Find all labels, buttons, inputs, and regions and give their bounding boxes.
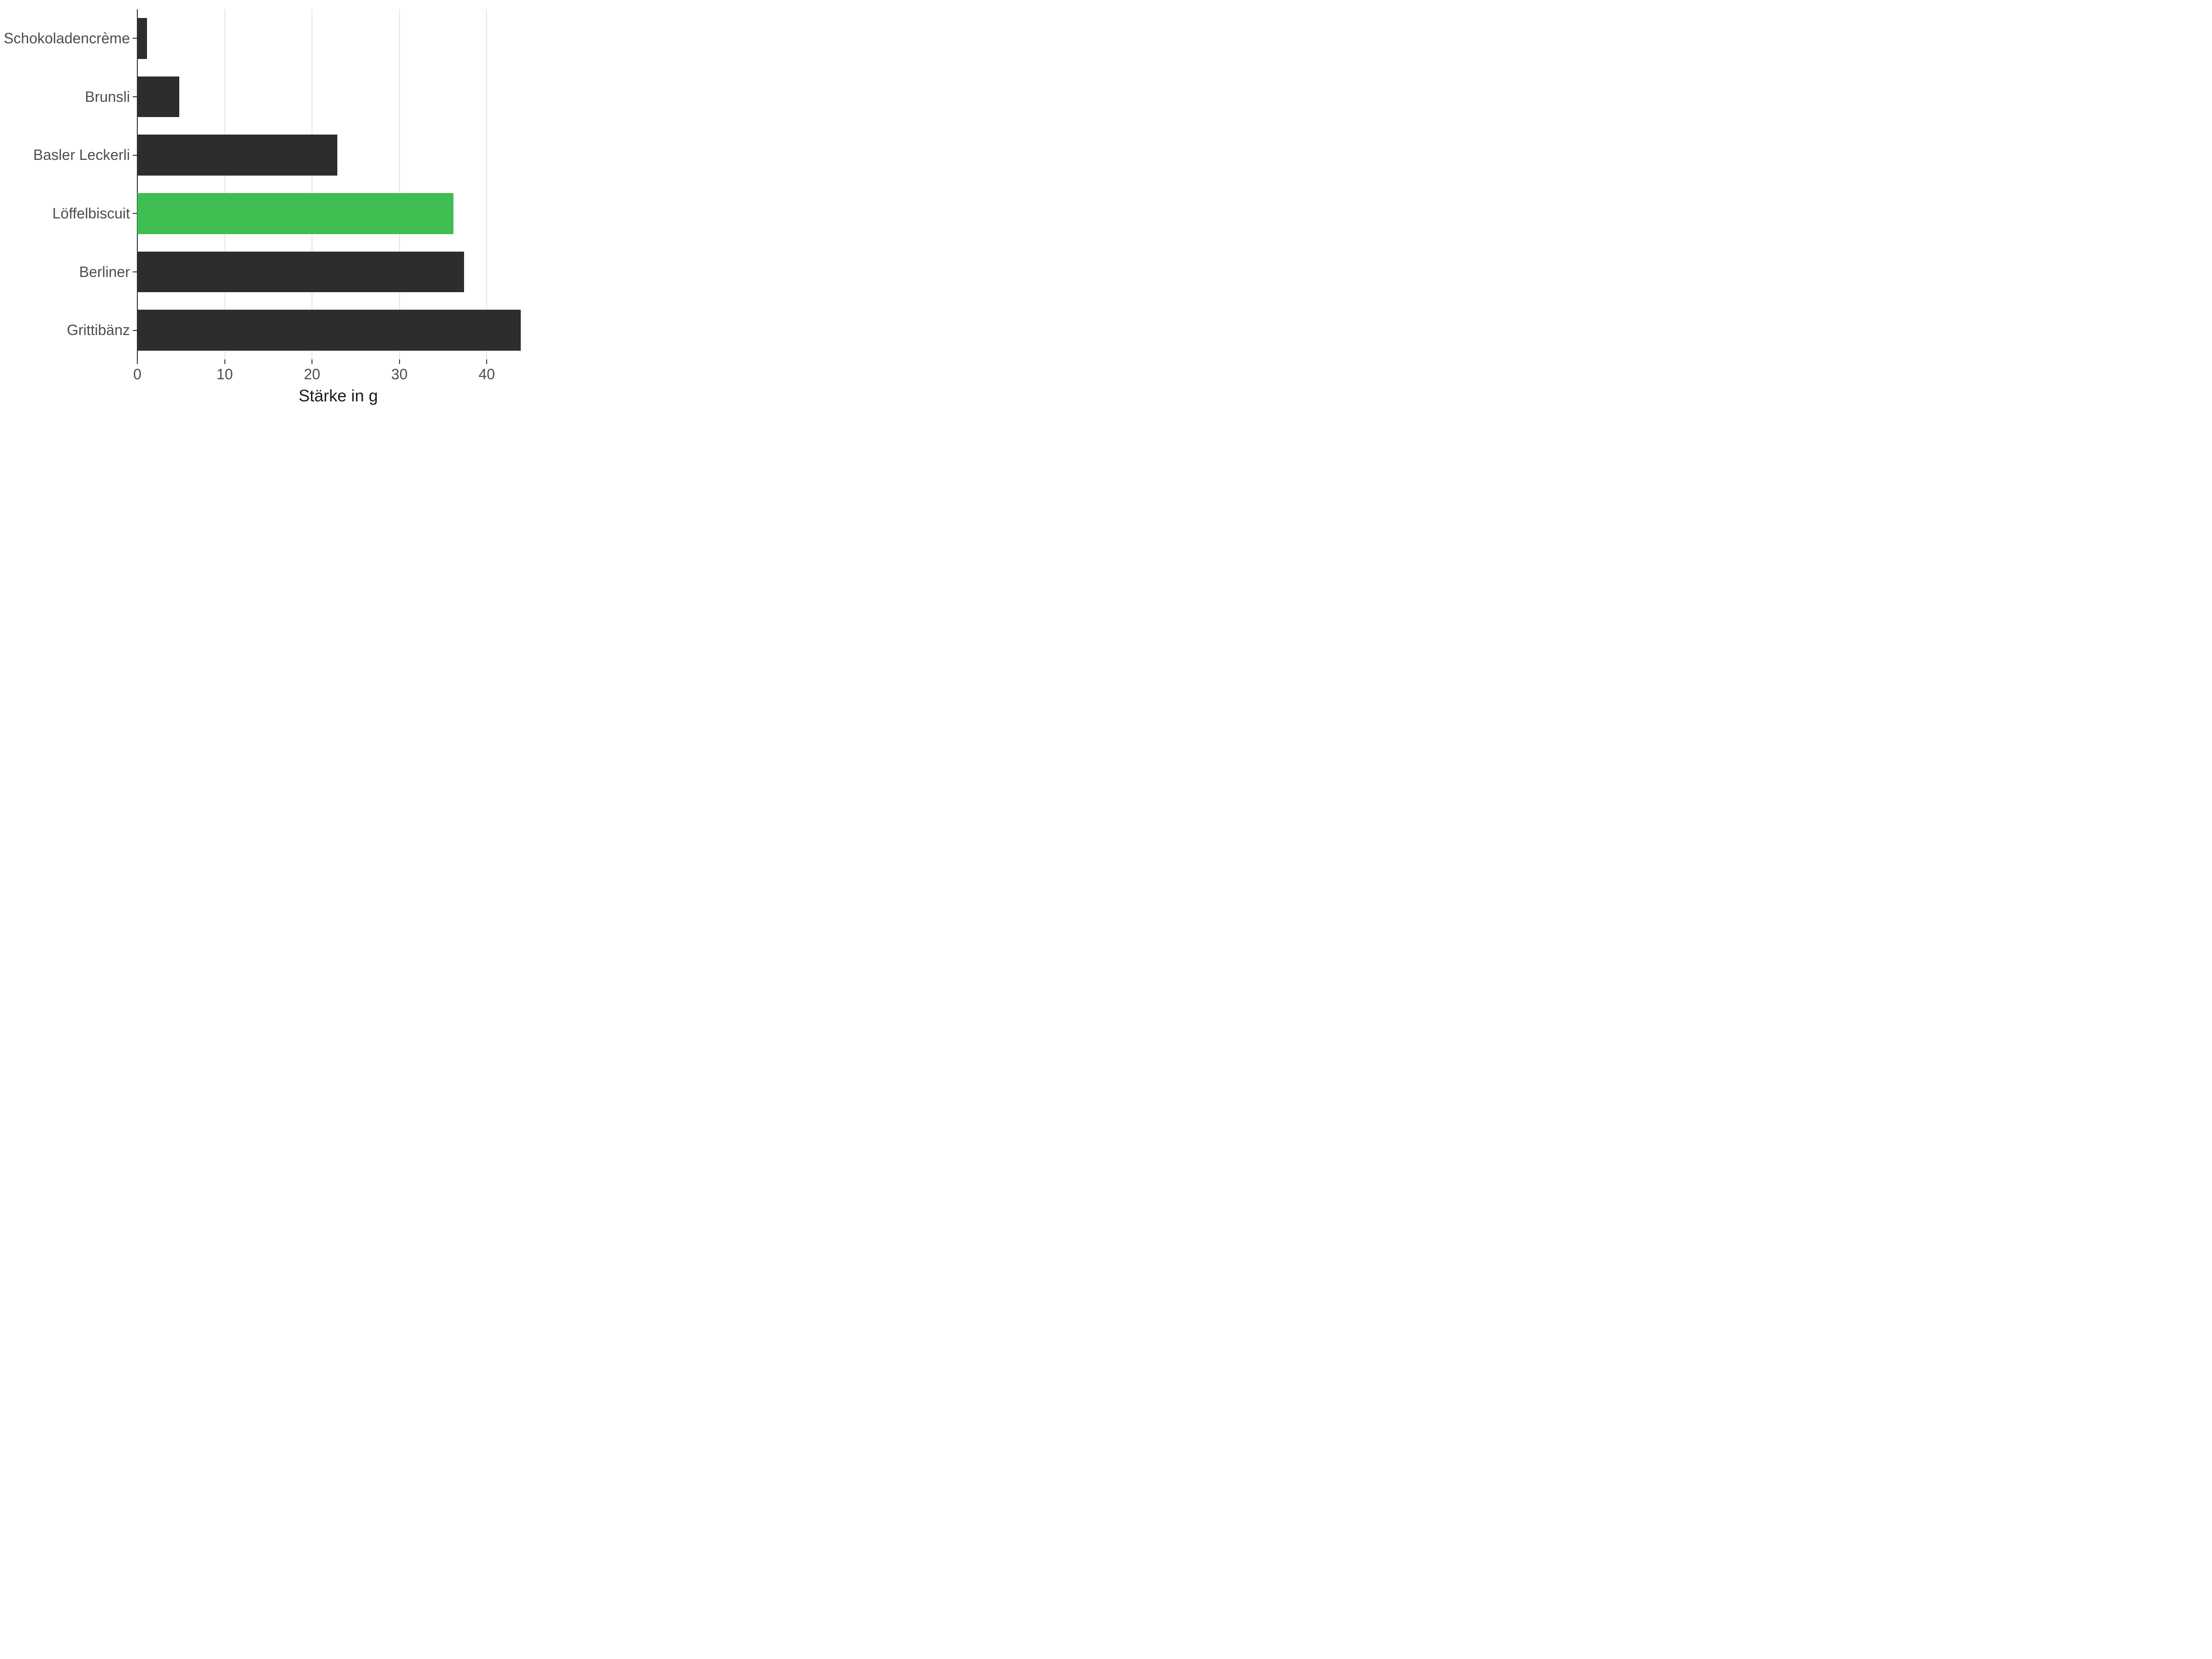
bar [137, 310, 521, 351]
x-tick-label: 30 [377, 366, 423, 383]
y-tick-mark [133, 38, 137, 39]
bar [137, 18, 147, 59]
gridline [399, 9, 400, 359]
x-tick-label: 0 [114, 366, 160, 383]
gridline [486, 9, 487, 359]
x-tick-mark [486, 359, 487, 364]
y-tick-mark [133, 330, 137, 331]
bar-chart: Stärke in g 0 10 20 30 40 Schokoladencrème Bru… [0, 0, 553, 415]
y-axis-line [137, 9, 138, 359]
y-tick-label: Grittibänz [67, 320, 130, 341]
y-tick-label: Schokoladencrème [4, 28, 130, 49]
y-tick-mark [133, 155, 137, 156]
y-tick-mark [133, 213, 137, 214]
x-tick-label: 10 [202, 366, 248, 383]
x-tick-label: 40 [464, 366, 510, 383]
x-tick-mark [399, 359, 400, 364]
y-tick-label: Löffelbiscuit [53, 203, 130, 224]
bar [137, 252, 464, 293]
plot-area [137, 9, 539, 359]
y-tick-mark [133, 271, 137, 272]
y-tick-mark [133, 96, 137, 97]
bar [137, 76, 179, 118]
x-tick-mark [137, 359, 138, 364]
bar [137, 135, 337, 176]
y-tick-label: Basler Leckerli [33, 145, 130, 165]
gridline [224, 9, 225, 359]
y-tick-label: Berliner [79, 262, 130, 282]
bar [137, 193, 453, 234]
x-axis-title: Stärke in g [137, 386, 539, 406]
x-tick-mark [224, 359, 225, 364]
x-tick-label: 20 [289, 366, 335, 383]
y-tick-label: Brunsli [85, 87, 130, 107]
